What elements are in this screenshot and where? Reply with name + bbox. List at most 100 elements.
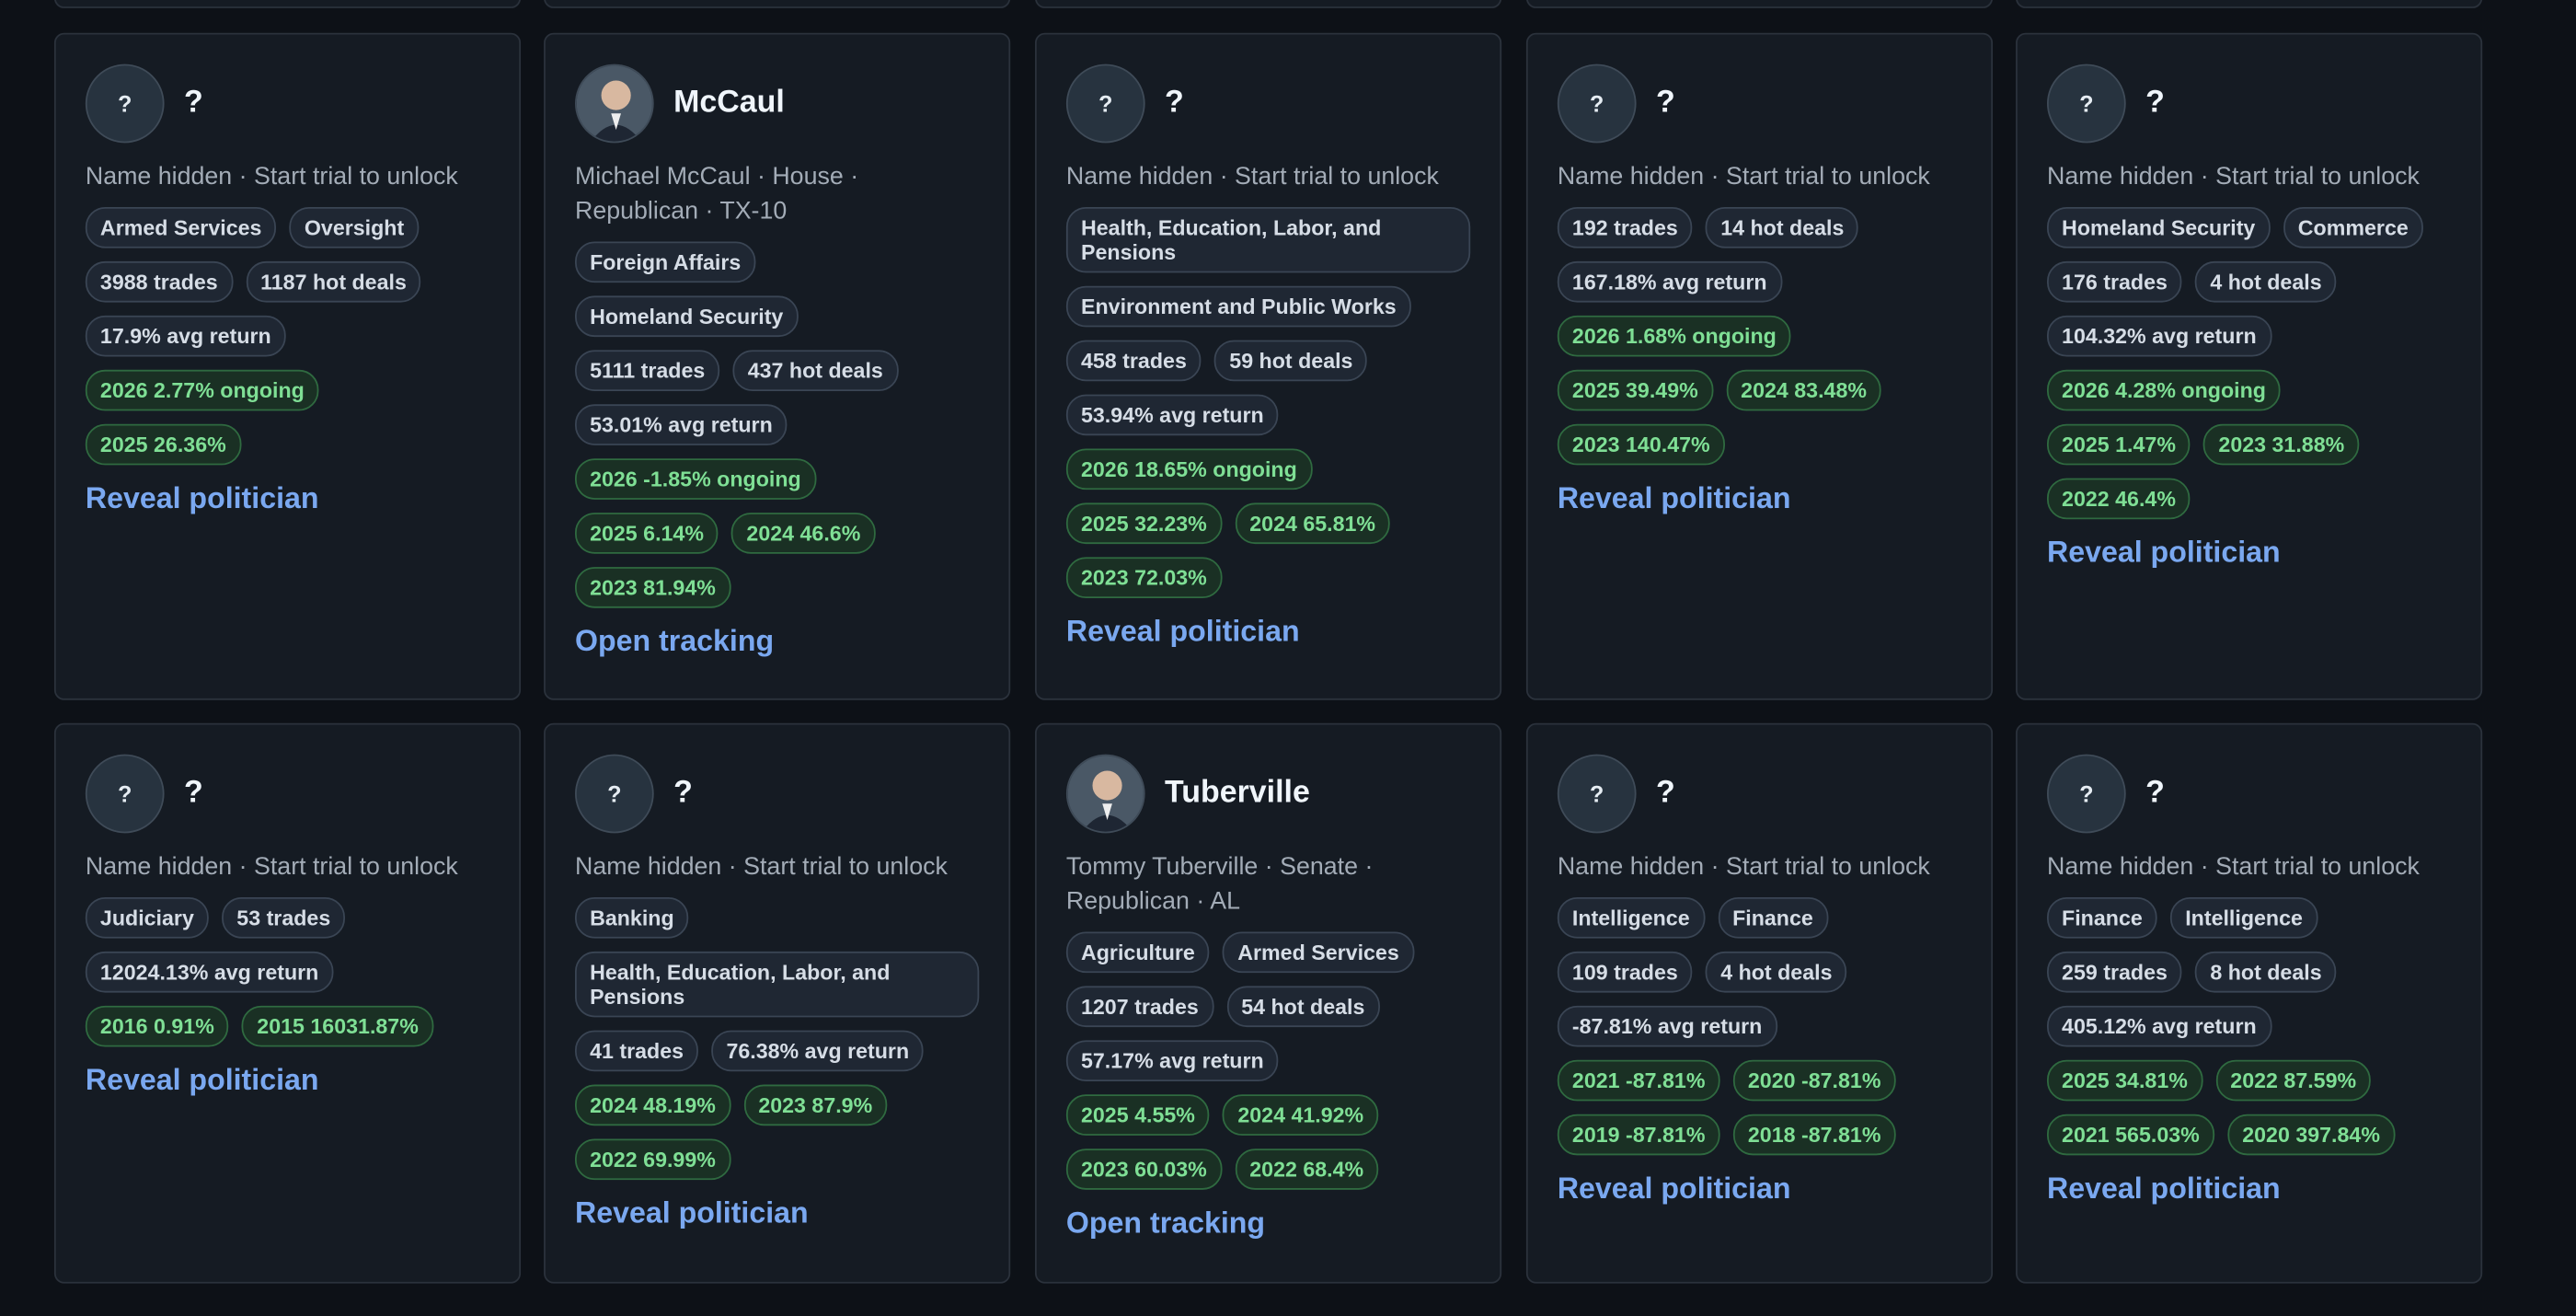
subtitle: Tommy Tuberville · Senate · Republican ·… <box>1065 852 1374 916</box>
tag: 41 trades <box>574 1030 699 1072</box>
tag: 109 trades <box>1557 951 1693 993</box>
tag: Oversight <box>289 206 420 248</box>
tag: 2020 397.84% <box>2227 1114 2396 1156</box>
tag-row: 2023 81.94% <box>574 567 979 608</box>
tag-row: 192 trades 14 hot deals <box>1557 206 1961 248</box>
tag-row: Homeland Security <box>574 295 979 338</box>
tag: 2026 4.28% ongoing <box>2046 369 2282 411</box>
tag: 2026 18.65% ongoing <box>1065 448 1312 491</box>
name: ? <box>1655 775 1675 811</box>
card-header: McCaul <box>574 63 979 144</box>
tag: Environment and Public Works <box>1065 285 1411 328</box>
action-link[interactable]: Open tracking <box>574 624 775 658</box>
tag-row: Health, Education, Labor, and Pensions <box>574 951 980 1018</box>
subtitle: Name hidden · Start trial to unlock <box>85 162 458 191</box>
card-header: ?? <box>1557 63 1961 144</box>
tag: 2016 0.91% <box>85 1005 229 1047</box>
tag-row: 2025 6.14% 2024 46.6% <box>574 513 979 554</box>
avatar: ? <box>2046 63 2126 144</box>
subtitle: Name hidden · Start trial to unlock <box>1557 852 1930 882</box>
subtitle: Michael McCaul · House · Republican · TX… <box>574 162 859 225</box>
tag: 5111 trades <box>574 350 720 391</box>
tag: 1207 trades <box>1065 986 1213 1028</box>
avatar: ? <box>1557 63 1637 144</box>
tag-row: 2022 69.99% <box>574 1138 979 1181</box>
tag: Commerce <box>2283 206 2423 248</box>
tag-row: 41 trades 76.38% avg return <box>574 1030 979 1072</box>
tag-row: 2026 4.28% ongoing <box>2046 369 2451 411</box>
tag: 2026 -1.85% ongoing <box>574 458 816 500</box>
action-link[interactable]: Reveal politician <box>1065 614 1300 648</box>
tag-row: 2022 46.4% <box>2046 478 2451 520</box>
tag: Homeland Security <box>574 295 799 338</box>
tag-row: 2026 -1.85% ongoing <box>574 458 979 500</box>
action-link[interactable]: Reveal politician <box>2046 1172 2281 1205</box>
tag-row: 12024.13% avg return <box>85 951 489 993</box>
tag: 4 hot deals <box>1706 951 1847 993</box>
tag: 2024 65.81% <box>1235 502 1391 545</box>
action-link[interactable]: Reveal politician <box>1557 481 1791 514</box>
tag-row: Finance Intelligence <box>2046 896 2451 939</box>
tag-row: 167.18% avg return <box>1557 260 1961 303</box>
tag: 2023 140.47% <box>1557 423 1725 466</box>
name: McCaul <box>673 85 785 121</box>
name: ? <box>1655 85 1675 121</box>
tag-row: 2023 140.47% <box>1557 423 1961 466</box>
tag: 53.01% avg return <box>574 404 788 445</box>
subtitle: Name hidden · Start trial to unlock <box>1065 162 1439 191</box>
avatar: ? <box>85 63 165 144</box>
action-link[interactable]: Reveal politician <box>85 481 319 514</box>
tag: Finance <box>1718 896 1828 939</box>
tag-row: Intelligence Finance <box>1557 896 1961 939</box>
tag: Intelligence <box>2170 896 2318 939</box>
tag-row: 2025 34.81% 2022 87.59% <box>2046 1059 2451 1102</box>
tag: 2025 39.49% <box>1557 369 1713 411</box>
tag-row: 109 trades 4 hot deals <box>1557 951 1961 993</box>
card-header: ?? <box>2046 63 2451 144</box>
card-header: ?? <box>85 754 489 834</box>
name: Tuberville <box>1165 775 1310 811</box>
tag-row: Environment and Public Works <box>1065 285 1470 328</box>
tag: 437 hot deals <box>732 350 898 391</box>
action-link[interactable]: Reveal politician <box>1557 1172 1791 1205</box>
card-edge <box>544 0 1011 8</box>
action-link[interactable]: Reveal politician <box>574 1195 809 1229</box>
tag-row: 176 trades 4 hot deals <box>2046 260 2451 303</box>
tag-row: 2025 39.49% 2024 83.48% <box>1557 369 1961 411</box>
action-link[interactable]: Reveal politician <box>2046 536 2281 569</box>
tag: Finance <box>2046 896 2157 939</box>
politician-card: Tuberville Tommy Tuberville · Senate · Re… <box>1034 722 1502 1284</box>
tag-row: 2026 1.68% ongoing <box>1557 315 1961 357</box>
action-link[interactable]: Open tracking <box>1065 1206 1266 1240</box>
tag-row: 2023 72.03% <box>1065 557 1470 598</box>
name: ? <box>183 85 203 121</box>
card-header: ?? <box>574 754 979 834</box>
tag-row: 2021 -87.81% 2020 -87.81% <box>1557 1059 1961 1102</box>
tag: 2023 81.94% <box>574 567 730 608</box>
tag-row: 2025 32.23% 2024 65.81% <box>1065 502 1470 545</box>
tag: 176 trades <box>2046 260 2182 303</box>
avatar: ? <box>1065 63 1145 144</box>
tag: Agriculture <box>1065 931 1210 974</box>
tag: Health, Education, Labor, and Pensions <box>1065 206 1471 273</box>
tag: 2021 565.03% <box>2046 1114 2214 1156</box>
tag: 1187 hot deals <box>246 260 421 303</box>
tag: 2024 41.92% <box>1223 1094 1379 1136</box>
politician-card: ?? Name hidden · Start trial to unlock Hom… <box>2016 32 2483 700</box>
tag: Judiciary <box>85 896 209 939</box>
tag-row: Health, Education, Labor, and Pensions <box>1065 206 1471 273</box>
avatar: ? <box>574 754 654 834</box>
action-link[interactable]: Reveal politician <box>85 1063 319 1097</box>
tag-row: 2025 1.47% 2023 31.88% <box>2046 423 2451 466</box>
tag: 259 trades <box>2046 951 2182 993</box>
tag: 2023 87.9% <box>743 1084 888 1126</box>
card-edge <box>2016 0 2483 8</box>
tag-row: Judiciary 53 trades <box>85 896 489 939</box>
tag-row: 53.01% avg return <box>574 404 979 445</box>
tag-row: 2023 60.03% 2022 68.4% <box>1065 1149 1470 1190</box>
name: ? <box>2145 85 2165 121</box>
tag: 2025 26.36% <box>85 423 241 466</box>
tag-row: 2026 2.77% ongoing <box>85 369 489 411</box>
tag: 405.12% avg return <box>2046 1005 2271 1047</box>
